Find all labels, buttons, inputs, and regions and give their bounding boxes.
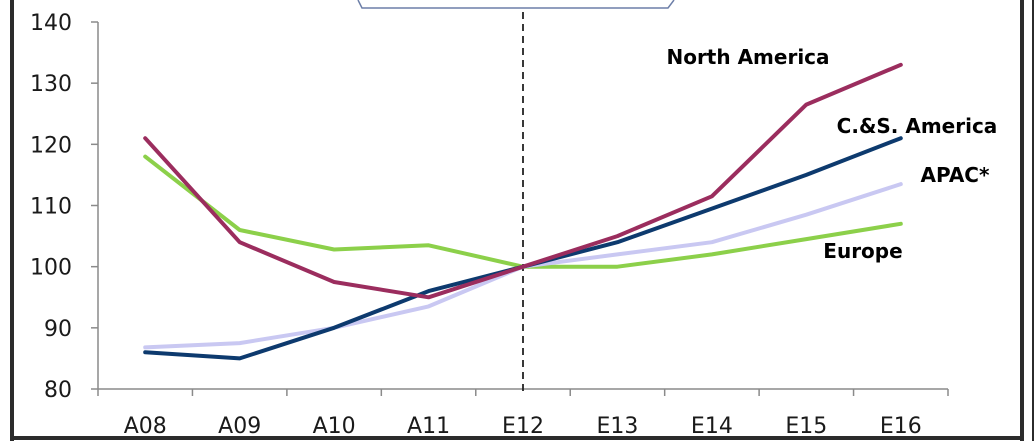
x-tick-label: A09 — [218, 414, 261, 439]
y-tick-label: 120 — [30, 133, 72, 158]
x-tick-label: E15 — [785, 414, 827, 439]
x-tick-label: A08 — [124, 414, 167, 439]
y-tick-label: 100 — [30, 256, 72, 281]
y-tick-label: 140 — [30, 11, 72, 36]
tick-labels: 80 90 100 110 120 130 140 A08 A09 A10 A11 E12 E13 E14… — [30, 11, 922, 439]
series-lines — [143, 62, 903, 361]
y-tick-label: 110 — [30, 195, 72, 220]
series-labels: North America C.&S. America APAC* Europe — [666, 45, 997, 263]
y-tick-label: 130 — [30, 72, 72, 97]
x-tick-label: A11 — [407, 414, 450, 439]
x-tick-label: E13 — [596, 414, 638, 439]
axes — [91, 12, 949, 396]
y-tick-label: 80 — [44, 378, 72, 403]
x-tick-label: E12 — [502, 414, 544, 439]
series-label-north-america: North America — [666, 45, 829, 69]
series-label-apac: APAC* — [921, 163, 990, 187]
x-tick-label: A10 — [313, 414, 356, 439]
series-label-europe: Europe — [823, 239, 902, 263]
series-line-north-america — [143, 62, 903, 300]
y-tick-label: 90 — [44, 317, 72, 342]
x-tick-label: E16 — [880, 414, 922, 439]
chart-frame — [10, 0, 1035, 441]
x-tick-label: E14 — [691, 414, 733, 439]
series-label-c-s-america: C.&S. America — [837, 114, 998, 138]
